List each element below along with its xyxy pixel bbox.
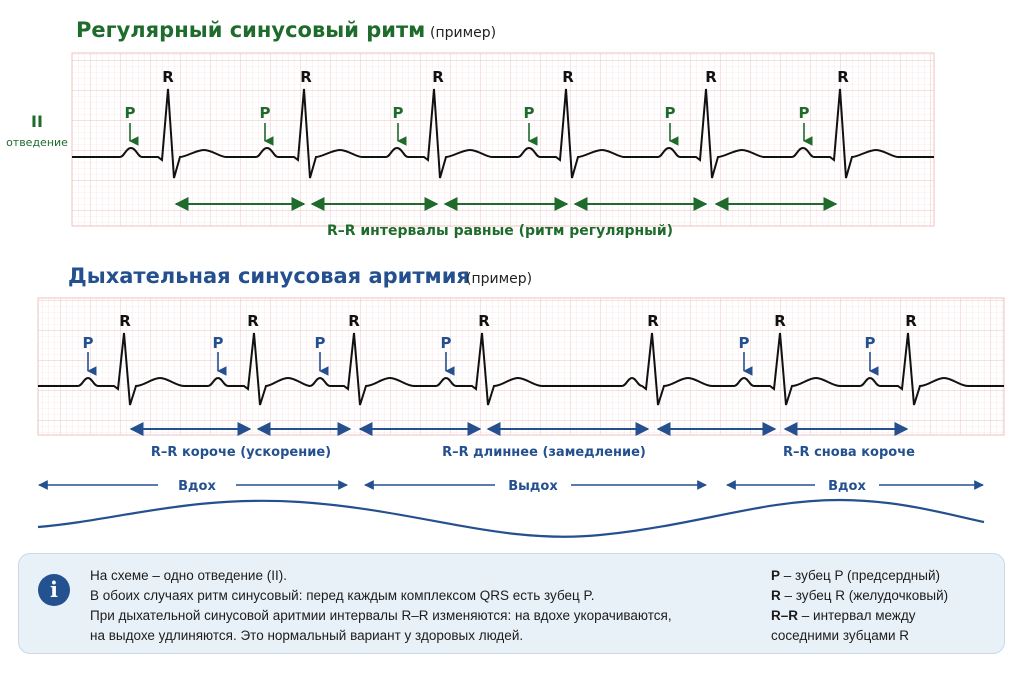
top-p-label: P [125,104,136,122]
top-p-label: P [260,104,271,122]
bottom-title: Дыхательная синусовая аритмия [68,264,470,288]
info-icon: i [38,574,70,606]
bottom-p-label: P [865,334,876,352]
bottom-p-label: P [441,334,452,352]
legend-item-r: R – зубец R (желудочковый) [771,586,997,606]
bottom-p-label: P [213,334,224,352]
top-title-note: (пример) [430,25,496,41]
top-p-label: P [665,104,676,122]
bottom-ecg-grid [37,297,1005,436]
top-r-label: R [562,68,574,86]
info-text: На схеме – одно отведение (II). В обоих … [90,566,750,646]
top-r-label: R [837,68,849,86]
bottom-p-label: P [315,334,326,352]
bottom-p-label: P [83,334,94,352]
top-p-label: P [799,104,810,122]
info-line: на выдохе удлиняются. Это нормальный вар… [90,628,524,643]
caption-faster: R–R короче (ускорение) [151,445,331,460]
info-line: В обоих случаях ритм синусовый: перед ка… [90,588,595,603]
bottom-r-label: R [774,312,786,330]
top-r-label: R [705,68,717,86]
legend-item-rr: R–R – интервал между [771,606,997,626]
bottom-p-label: P [739,334,750,352]
legend-key: P [771,568,781,583]
phase-exhale-label: Выдох [508,479,558,494]
top-r-label: R [300,68,312,86]
caption-faster-again: R–R снова короче [783,445,915,460]
bottom-r-label: R [348,312,360,330]
legend-text: – интервал между [798,608,916,623]
legend-text: – зубец R (желудочковый) [780,588,949,603]
bottom-r-label: R [647,312,659,330]
phase-inhale-again-label: Вдох [828,479,866,494]
lead-word: отведение [6,136,68,149]
top-ecg-trace [72,88,934,179]
legend-key: R [771,588,781,603]
info-panel: i На схеме – одно отведение (II). В обои… [18,553,1005,654]
bottom-p-markers: P P P P P P [83,334,879,376]
info-line: При дыхательной синусовой аритмии интерв… [90,608,672,623]
legend-item-rr-cont: соседними зубцами R [771,628,910,643]
bottom-title-note: (пример) [466,271,532,287]
caption-slower: R–R длиннее (замедление) [442,445,646,460]
bottom-r-labels: R R R R R R R [119,312,917,330]
top-r-labels: R R R R R R [162,68,849,86]
top-intervals-caption: R–R интервалы равные (ритм регулярный) [327,223,673,239]
top-p-markers: P P P P P P [125,104,813,146]
info-line: На схеме – одно отведение (II). [90,568,287,583]
bottom-r-label: R [247,312,259,330]
breathing-wave [37,498,985,538]
legend-key: R–R [771,608,799,623]
top-title: Регулярный синусовый ритм [76,18,425,42]
lead-number: II [31,112,43,131]
legend-item-p: P – зубец P (предсердный) [771,566,997,586]
bottom-r-label: R [905,312,917,330]
bottom-r-label: R [478,312,490,330]
legend-text: – зубец P (предсердный) [780,568,940,583]
top-p-label: P [524,104,535,122]
legend: P – зубец P (предсердный) R – зубец R (ж… [771,566,997,646]
phase-inhale-label: Вдох [178,479,216,494]
top-r-label: R [162,68,174,86]
top-r-label: R [432,68,444,86]
bottom-r-label: R [119,312,131,330]
bottom-ecg-trace [38,332,1004,406]
top-p-label: P [393,104,404,122]
